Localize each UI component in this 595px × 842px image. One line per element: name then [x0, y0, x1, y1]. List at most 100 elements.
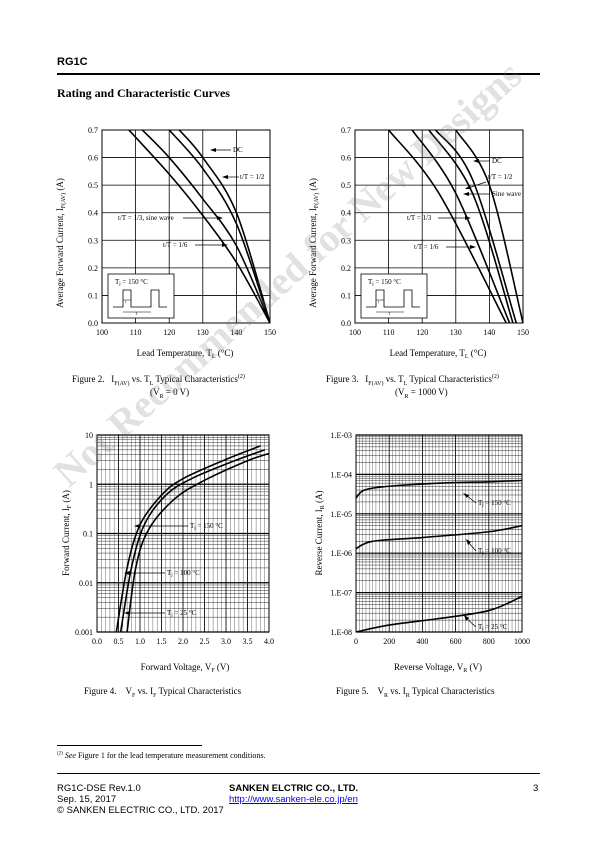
fig3-y-tick: 0.1 — [341, 291, 351, 300]
fig5-label-150: Tj = 150 °C — [478, 499, 511, 508]
fig2-x-tick: 110 — [130, 328, 142, 337]
chart-fig5: 0 200 400 600 800 1000 1.E-08 1.E-07 1.E-06 1.E-0… — [314, 431, 530, 674]
fig3-x-tick: 150 — [517, 328, 529, 337]
fig4-label-100: Tj = 100 °C — [167, 569, 200, 578]
fig5-series-labels: Tj = 150 °C Tj = 100 °C Tj = 25 °C — [463, 493, 511, 632]
svg-text:T: T — [135, 311, 138, 316]
chart-fig2: 100 110 120 130 140 150 0.0 0.1 0.2 0.3 0.4 0.5 0.6 0… — [55, 126, 276, 360]
fig2-xlabel: Lead Temperature, TL (°C) — [137, 348, 234, 360]
fig3-inset: Tj = 150 °C t T — [360, 273, 428, 319]
company-url[interactable]: http://www.sanken-ele.co.jp/en — [229, 794, 358, 805]
fig4-ylabel: Forward Current, IF (A) — [61, 490, 73, 576]
fig2-label-sixth: t/T = 1/6 — [163, 241, 188, 249]
fig5-y-tick: 1.E-03 — [330, 431, 352, 440]
fig2-frame — [101, 129, 271, 324]
fig2-label-half: t/T = 1/2 — [240, 173, 265, 181]
fig3-x-tick: 140 — [483, 328, 495, 337]
fig2-inset: Tj = 150 °C t T — [107, 273, 175, 319]
fig3-label-third: t/T = 1/3 — [407, 214, 432, 222]
fig2-series-line-3 — [128, 130, 270, 323]
fig4-x-tick: 1.0 — [135, 637, 145, 646]
fig4-x-tick: 4.0 — [264, 637, 274, 646]
fig3-series — [387, 130, 523, 323]
fig5-series-line-0 — [356, 479, 522, 499]
fig4-x-tick: 1.5 — [157, 637, 167, 646]
fig5-label-100: Tj = 100 °C — [478, 547, 511, 556]
fig3-y-tick: 0.0 — [341, 319, 351, 328]
fig3-condition: (VR = 1000 V) — [395, 387, 448, 400]
fig5-series-line-1 — [356, 524, 522, 550]
fig3-label-dc: DC — [492, 157, 502, 165]
fig5-y-tick: 1.E-04 — [330, 470, 352, 479]
fig3-inset-label: Tj = 150 °C — [368, 278, 401, 287]
fig5-y-tick: 1.E-05 — [330, 510, 352, 519]
fig2-condition: (VR = 0 V) — [150, 387, 190, 400]
fig2-x-tick: 120 — [163, 328, 175, 337]
fig2-inset-label: Tj = 150 °C — [115, 278, 148, 287]
chart-fig3: 100 110 120 130 140 150 0.0 0.1 0.2 0.3 0.4 0.5 0.6 0… — [308, 126, 529, 360]
fig3-series-line-4 — [387, 130, 507, 323]
fig4-y-tick: 1 — [89, 480, 93, 489]
fig5-ylabel: Reverse Current, IR (A) — [314, 491, 326, 576]
fig4-series-line-2 — [126, 452, 269, 632]
fig3-y-tick: 0.5 — [341, 181, 351, 190]
fig2-y-tick: 0.0 — [88, 319, 98, 328]
page-number: 3 — [533, 783, 539, 794]
footer-rule — [57, 773, 540, 774]
fig4-xlabel: Forward Voltage, VF (V) — [141, 662, 230, 674]
fig4-x-tick: 0.5 — [114, 637, 124, 646]
fig5-series-line-2 — [356, 595, 522, 632]
fig2-x-tick: 150 — [264, 328, 276, 337]
section-title: Rating and Characteristic Curves — [57, 86, 230, 100]
company-name: SANKEN ELCTRIC CO., LTD. — [229, 783, 359, 794]
fig4-x-tick: 2.0 — [178, 637, 188, 646]
fig2-y-tick: 0.4 — [88, 209, 98, 218]
fig3-y-tick: 0.7 — [341, 126, 351, 135]
fig5-xlabel: Reverse Voltage, VR (V) — [394, 662, 482, 674]
fig5-label-25: Tj = 25 °C — [478, 623, 508, 632]
fig3-grid: 100 110 120 130 140 150 0.0 0.1 0.2 0.3 0.4 0.5 0.6 0… — [341, 126, 529, 337]
fig3-series-line-3 — [411, 130, 511, 323]
fig5-y-tick: 1.E-06 — [330, 549, 352, 558]
fig2-y-tick: 0.2 — [88, 264, 98, 273]
fig3-frame — [354, 129, 524, 324]
fig5-x-tick: 0 — [354, 637, 358, 646]
fig5-x-tick: 200 — [383, 637, 395, 646]
fig4-x-tick: 3.0 — [221, 637, 231, 646]
fig4-y-tick: 0.1 — [83, 530, 93, 539]
fig2-series-line-2 — [141, 130, 270, 323]
fig3-y-tick: 0.3 — [341, 236, 351, 245]
fig2-y-tick: 0.6 — [88, 154, 98, 163]
fig4-series — [115, 445, 269, 632]
fig4-series-labels: Tj = 150 °C Tj = 100 °C Tj = 25 °C — [124, 522, 223, 618]
fig3-x-tick: 100 — [349, 328, 361, 337]
fig4-x-tick: 2.5 — [200, 637, 210, 646]
fig5-x-tick: 1000 — [514, 637, 530, 646]
fig5-x-tick: 600 — [450, 637, 462, 646]
fig3-ylabel: Average Forward Current, IF(AV) (A) — [308, 178, 320, 308]
fig3-y-tick: 0.2 — [341, 264, 351, 273]
fig4-series-line-0 — [115, 445, 261, 632]
fig3-y-tick: 0.4 — [341, 209, 351, 218]
fig3-label-sixth: t/T = 1/6 — [414, 243, 439, 251]
svg-text:t: t — [125, 299, 127, 304]
fig3-y-tick: 0.6 — [341, 154, 351, 163]
fig2-ylabel: Average Forward Current, IF(AV) (A) — [55, 178, 67, 308]
fig2-caption: Figure 2. IF(AV) vs. TL Typical Characte… — [72, 374, 245, 387]
fig4-y-tick: 0.01 — [79, 579, 93, 588]
fig4-x-tick: 3.5 — [243, 637, 253, 646]
fig3-x-tick: 110 — [383, 328, 395, 337]
part-number: RG1C — [57, 56, 88, 68]
fig2-series-line-0 — [178, 130, 270, 323]
svg-text:t: t — [378, 299, 380, 304]
fig2-y-tick: 0.5 — [88, 181, 98, 190]
fig4-label-150: Tj = 150 °C — [190, 522, 223, 531]
fig3-label-sine: Sine wave — [492, 190, 521, 198]
fig3-x-tick: 120 — [416, 328, 428, 337]
doc-number: RG1C-DSE Rev.1.0 — [57, 783, 141, 794]
fig3-series-line-2 — [428, 130, 514, 323]
fig4-y-tick: 0.001 — [75, 628, 93, 637]
fig2-x-tick: 140 — [230, 328, 242, 337]
fig2-x-tick: 100 — [96, 328, 108, 337]
doc-date: Sep. 15, 2017 — [57, 794, 117, 805]
